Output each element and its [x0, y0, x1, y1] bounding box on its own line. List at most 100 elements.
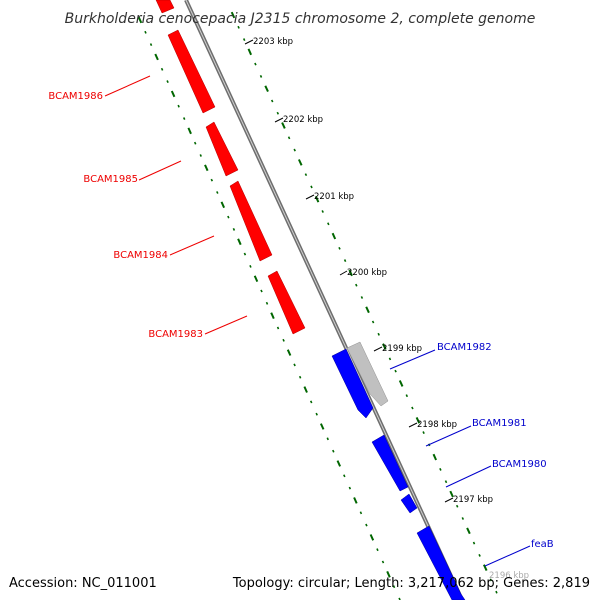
- minor-tick-mark: [405, 394, 409, 398]
- major-tick-mark: [398, 380, 404, 387]
- gene-labels: BCAM1986 BCAM1985 BCAM1984 BCAM1983 BCAM…: [48, 75, 554, 567]
- minor-tick-mark: [249, 264, 252, 268]
- minor-tick-mark: [182, 117, 186, 120]
- minor-tick-mark: [160, 67, 164, 71]
- major-tick-mark: [297, 159, 303, 166]
- gene-arrow-bcam1980[interactable]: [400, 493, 418, 514]
- minor-tick-mark: [193, 141, 197, 145]
- gene-arrow-bcam1983[interactable]: [267, 270, 306, 335]
- minor-tick-mark: [270, 99, 274, 103]
- minor-tick-mark: [259, 74, 263, 78]
- major-tick-mark: [386, 570, 391, 578]
- minor-tick-mark: [495, 590, 498, 594]
- tick-label: 2198 kbp: [417, 420, 457, 430]
- minor-tick-mark: [360, 296, 364, 299]
- minor-tick-mark: [326, 437, 329, 441]
- minor-tick-mark: [166, 80, 169, 84]
- major-tick-mark: [336, 460, 342, 467]
- major-tick-mark: [220, 201, 226, 209]
- minor-tick-mark: [242, 38, 246, 42]
- gene-label-bcam1985[interactable]: BCAM1985: [83, 174, 138, 185]
- tick-label: 2200 kbp: [347, 268, 387, 278]
- reverse-strand-track: [331, 341, 466, 600]
- accession-text: Accession: NC_011001: [9, 576, 157, 591]
- minor-tick-mark: [478, 553, 481, 557]
- gene-label-bcam1983[interactable]: BCAM1983: [148, 329, 203, 340]
- major-tick-mark: [382, 343, 387, 350]
- gene-arrow-bcam1982[interactable]: [331, 348, 374, 419]
- minor-tick-mark: [455, 504, 459, 508]
- minor-tick-mark: [260, 289, 263, 293]
- gene-arrow-bcam1984[interactable]: [229, 180, 273, 262]
- minor-tick-mark: [392, 585, 396, 589]
- gene-arrow-bcam1981[interactable]: [371, 434, 409, 492]
- inner-tick-track: [137, 16, 401, 600]
- tick-label: 2199 kbp: [382, 344, 422, 354]
- major-tick-mark: [331, 232, 337, 240]
- minor-tick-mark: [355, 283, 358, 287]
- minor-tick-mark: [243, 252, 247, 256]
- major-tick-mark: [449, 490, 454, 498]
- backbone: [184, 0, 464, 600]
- gene-arrow-bcam1986[interactable]: [167, 29, 216, 114]
- gene-label-bcam1981[interactable]: BCAM1981: [472, 418, 527, 429]
- gene-arrow-bcam1986-top[interactable]: [155, 0, 175, 14]
- minor-tick-mark: [343, 474, 346, 478]
- minor-tick-mark: [232, 227, 236, 231]
- minor-tick-mark: [439, 467, 442, 471]
- tick-label: 2203 kbp: [253, 37, 293, 47]
- gene-label-feab[interactable]: feaB: [531, 539, 554, 550]
- major-tick-mark: [482, 564, 488, 572]
- major-tick-mark: [348, 269, 353, 277]
- minor-tick-mark: [310, 185, 313, 189]
- minor-tick-mark: [149, 43, 153, 47]
- minor-tick-mark: [461, 517, 465, 520]
- minor-tick-mark: [321, 210, 324, 213]
- major-tick-mark: [353, 497, 358, 504]
- minor-tick-mark: [348, 486, 352, 490]
- gene-arrow-bcam1985[interactable]: [205, 121, 239, 177]
- major-tick-mark: [365, 306, 370, 314]
- major-tick-mark: [466, 527, 471, 535]
- minor-tick-mark: [276, 111, 280, 115]
- major-tick-mark: [432, 453, 438, 461]
- map-title: Burkholderia cenocepacia J2315 chromosom…: [65, 11, 536, 27]
- major-tick-mark: [247, 48, 253, 56]
- minor-tick-mark: [377, 332, 380, 336]
- major-tick-mark: [154, 53, 159, 61]
- minor-tick-mark: [237, 25, 240, 29]
- minor-tick-mark: [216, 191, 219, 194]
- major-tick-mark: [303, 386, 308, 393]
- major-tick-mark: [314, 195, 320, 203]
- minor-tick-mark: [282, 338, 285, 342]
- gene-label-bcam1986[interactable]: BCAM1986: [48, 91, 103, 102]
- minor-tick-mark: [489, 578, 493, 582]
- tick-label: 2201 kbp: [314, 192, 354, 202]
- minor-tick-mark: [365, 523, 368, 527]
- major-tick-mark: [253, 275, 259, 283]
- minor-tick-mark: [444, 480, 448, 484]
- major-tick-mark: [187, 127, 192, 135]
- topology-summary-text: Topology: circular; Length: 3,217,062 bp…: [232, 576, 590, 591]
- minor-tick-mark: [210, 178, 214, 182]
- minor-tick-mark: [422, 431, 425, 435]
- minor-tick-mark: [177, 104, 180, 108]
- gene-label-bcam1984[interactable]: BCAM1984: [113, 250, 168, 261]
- minor-tick-mark: [144, 30, 147, 34]
- minor-tick-mark: [327, 222, 330, 226]
- feature-arrow-grey[interactable]: [346, 341, 389, 407]
- gene-arrow-feab[interactable]: [416, 525, 466, 600]
- minor-tick-mark: [304, 173, 308, 177]
- major-tick-mark: [369, 534, 375, 541]
- gene-label-bcam1982[interactable]: BCAM1982: [437, 342, 492, 353]
- major-tick-mark: [319, 423, 325, 430]
- minor-tick-mark: [338, 246, 341, 250]
- gene-label-bcam1980[interactable]: BCAM1980: [492, 459, 547, 470]
- minor-tick-mark: [394, 369, 397, 373]
- minor-tick-mark: [332, 449, 335, 453]
- minor-tick-mark: [265, 301, 269, 305]
- minor-tick-mark: [293, 148, 296, 152]
- minor-tick-mark: [309, 400, 313, 404]
- major-tick-mark: [204, 164, 209, 172]
- major-tick-mark: [137, 16, 143, 24]
